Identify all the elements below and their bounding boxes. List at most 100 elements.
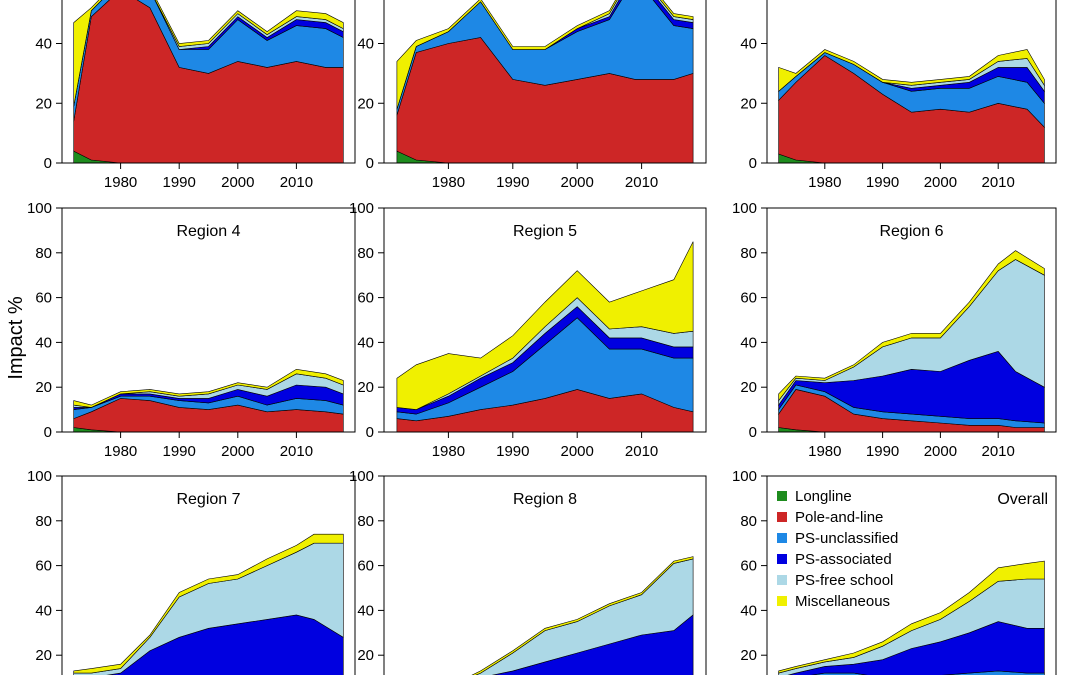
panel-6: 0 20 40 60 80 100 1980 1990 2000 2010 Region 6 [732, 200, 1057, 460]
legend-label: Miscellaneous [795, 593, 890, 610]
x-tick-label: 2010 [982, 443, 1015, 460]
y-axis-label: Impact % [5, 296, 27, 380]
area-miscellaneous [73, 533, 344, 674]
y-tick-label: 40 [35, 334, 52, 351]
y-tick-label: 20 [35, 95, 52, 112]
y-tick-label: 80 [740, 245, 757, 262]
y-tick-label: 20 [35, 647, 52, 664]
area-miscellaneous [471, 556, 694, 675]
area-miscellaneous [73, 0, 344, 107]
area-miscellaneous [396, 0, 694, 110]
x-tick-label: 1980 [432, 443, 465, 460]
legend-swatch [777, 512, 787, 522]
plot-frame [766, 0, 1057, 164]
y-tick-label: 100 [27, 200, 52, 217]
panel-2: 0 20 40 1980 1990 2000 2010 [357, 0, 707, 191]
x-tick-label: 2010 [280, 174, 313, 191]
legend-swatch [777, 575, 787, 585]
y-tick-label: 20 [740, 647, 757, 664]
y-tick-label: 20 [357, 647, 374, 664]
x-tick-label: 1980 [104, 443, 137, 460]
y-tick-label: 20 [357, 379, 374, 396]
plot-frame [383, 475, 707, 675]
plot-frame [61, 207, 356, 433]
y-tick-label: 20 [740, 379, 757, 396]
y-tick-label: 20 [35, 379, 52, 396]
x-tick-label: 2000 [221, 174, 254, 191]
plot-frame [383, 207, 707, 433]
x-tick-label: 1980 [104, 174, 137, 191]
legend-label: Longline [795, 488, 852, 505]
x-tick-label: 2000 [924, 443, 957, 460]
y-tick-label: 100 [27, 468, 52, 485]
area-miscellaneous [73, 368, 344, 408]
legend-label: Pole-and-line [795, 509, 883, 526]
legend-label: PS-associated [795, 551, 892, 568]
y-tick-label: 40 [740, 602, 757, 619]
panel-title: Region 7 [176, 491, 240, 508]
y-tick-label: 80 [35, 513, 52, 530]
y-tick-label: 20 [740, 95, 757, 112]
y-tick-label: 60 [357, 558, 374, 575]
plot-frame [61, 0, 356, 164]
x-tick-label: 2010 [982, 174, 1015, 191]
area-miscellaneous [778, 49, 1045, 92]
y-tick-label: 20 [357, 95, 374, 112]
y-tick-label: 100 [349, 468, 374, 485]
x-tick-label: 2010 [625, 174, 658, 191]
y-tick-label: 0 [44, 424, 52, 441]
x-tick-label: 1990 [496, 443, 529, 460]
y-tick-label: 40 [357, 36, 374, 53]
y-tick-label: 40 [357, 334, 374, 351]
panel-3: 0 20 40 1980 1990 2000 2010 [740, 0, 1057, 191]
legend-swatch [777, 596, 787, 606]
panel-title: Region 8 [513, 491, 577, 508]
x-tick-label: 2000 [561, 174, 594, 191]
y-tick-label: 60 [357, 290, 374, 307]
x-tick-label: 1990 [496, 174, 529, 191]
panel-title: Region 4 [176, 223, 240, 240]
x-tick-label: 2000 [561, 443, 594, 460]
legend-swatch [777, 491, 787, 501]
y-tick-label: 80 [35, 245, 52, 262]
y-tick-label: 80 [740, 513, 757, 530]
area-miscellaneous [778, 250, 1045, 402]
y-tick-label: 60 [740, 558, 757, 575]
area-miscellaneous [778, 560, 1045, 674]
y-tick-label: 100 [732, 200, 757, 217]
panel-8: 20 40 60 80 100 Region 8 [349, 468, 707, 675]
legend-label: PS-free school [795, 572, 893, 589]
y-tick-label: 80 [357, 245, 374, 262]
x-tick-label: 1990 [866, 174, 899, 191]
panel-4: 0 20 40 60 80 100 1980 1990 2000 2010 Region 4 [27, 200, 356, 460]
legend-swatch [777, 554, 787, 564]
plot-frame [383, 0, 707, 164]
x-tick-label: 2000 [221, 443, 254, 460]
panel-1: 0 20 40 1980 1990 2000 2010 [35, 0, 356, 191]
area-miscellaneous [396, 241, 694, 410]
y-tick-label: 0 [366, 155, 374, 172]
y-tick-label: 0 [366, 424, 374, 441]
x-tick-label: 1980 [808, 174, 841, 191]
y-tick-label: 60 [35, 290, 52, 307]
plot-frame [766, 207, 1057, 433]
panel-7: 20 40 60 80 100 Region 7 [27, 468, 356, 675]
y-tick-label: 80 [357, 513, 374, 530]
y-tick-label: 0 [749, 155, 757, 172]
panel-9: 20 40 60 80 100 Overall [732, 468, 1057, 675]
legend-label: PS-unclassified [795, 530, 898, 547]
y-tick-label: 0 [749, 424, 757, 441]
x-tick-label: 1990 [866, 443, 899, 460]
legend-swatch [777, 533, 787, 543]
plot-frame [61, 475, 356, 675]
x-tick-label: 2000 [924, 174, 957, 191]
y-tick-label: 100 [349, 200, 374, 217]
legend: Longline Pole-and-line PS-unclassified PS-a… [777, 488, 898, 610]
y-tick-label: 60 [35, 558, 52, 575]
y-tick-label: 60 [740, 290, 757, 307]
y-tick-label: 40 [35, 36, 52, 53]
panel-title: Overall [997, 491, 1048, 508]
x-tick-label: 2010 [625, 443, 658, 460]
y-tick-label: 40 [740, 334, 757, 351]
